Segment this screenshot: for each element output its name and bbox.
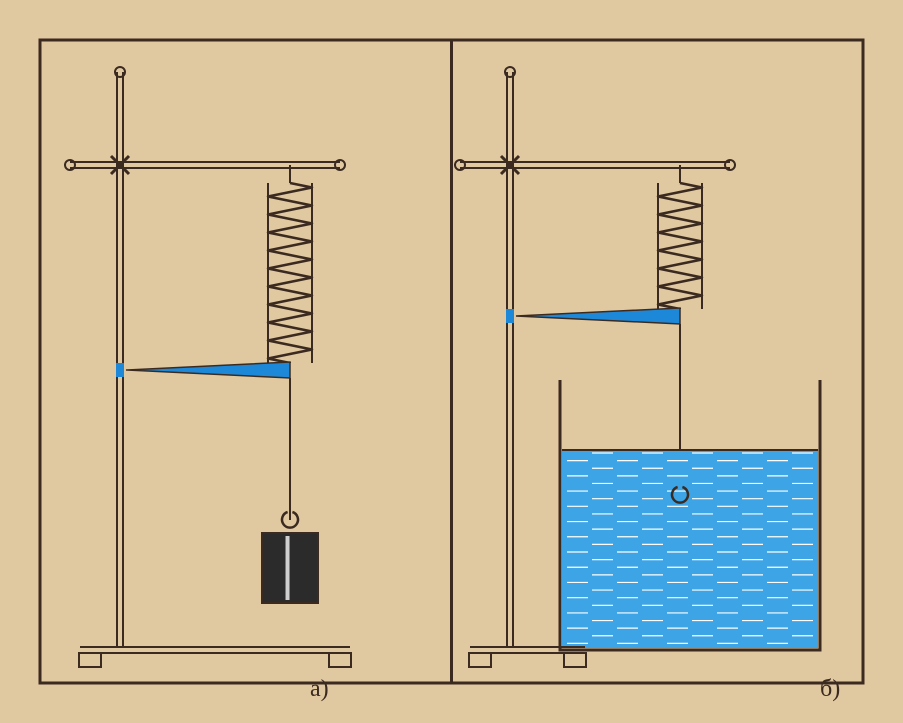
pole-mark-b — [506, 309, 514, 323]
weight-a — [262, 533, 318, 603]
caption-a: а) — [310, 676, 329, 703]
pole-mark-a — [116, 363, 124, 377]
water-fill-b — [562, 450, 818, 648]
caption-b: б) — [820, 676, 840, 703]
diagram-svg — [0, 0, 903, 723]
weight-highlight-a — [286, 536, 290, 600]
